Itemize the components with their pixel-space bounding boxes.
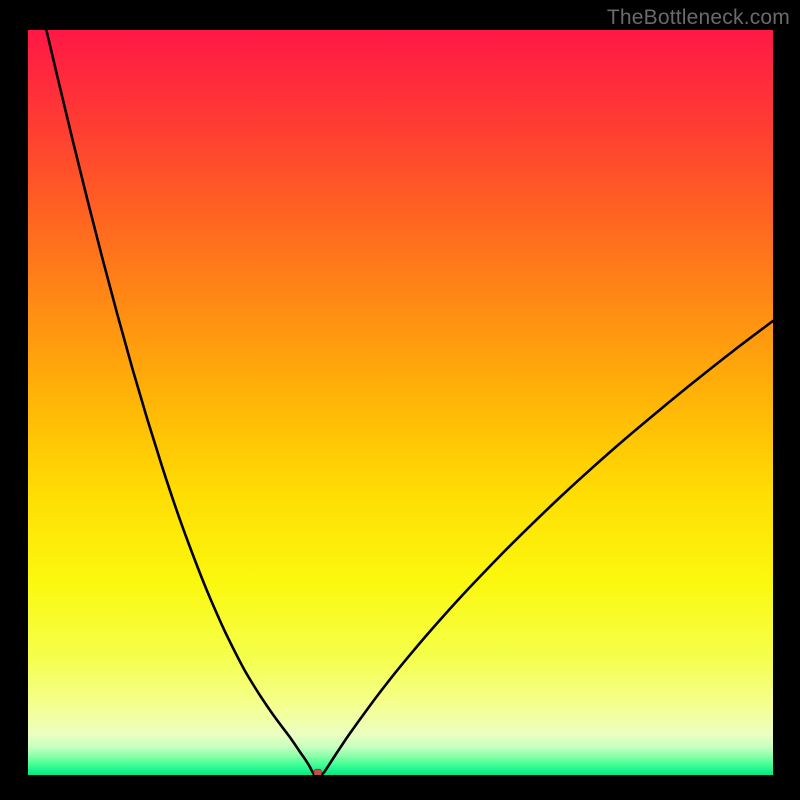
- plot-area: [28, 30, 773, 775]
- chart-container: TheBottleneck.com: [0, 0, 800, 800]
- minimum-marker: [314, 769, 321, 775]
- v-curve-chart: [28, 30, 773, 775]
- watermark-text: TheBottleneck.com: [607, 6, 790, 30]
- gradient-background: [28, 30, 773, 775]
